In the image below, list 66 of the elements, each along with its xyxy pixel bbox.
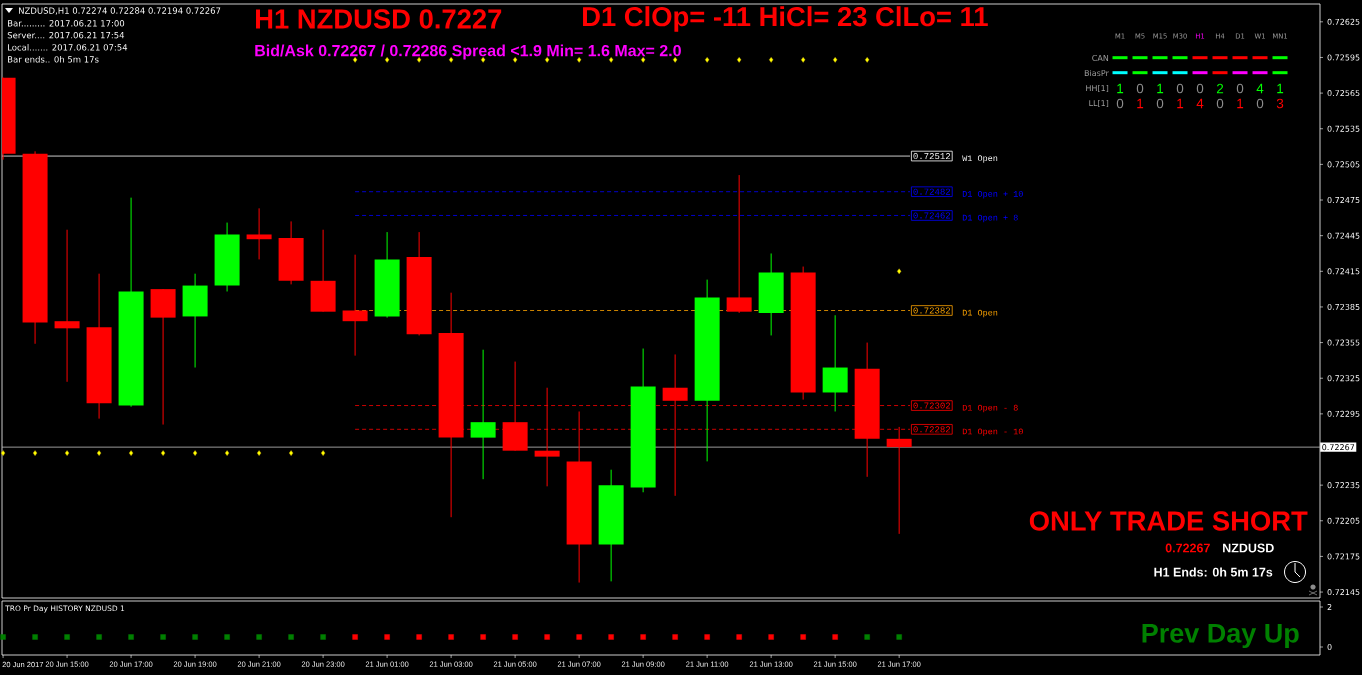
ref-line-label: D1 Open + 10 xyxy=(962,190,1023,199)
annotation: Prev Day Up xyxy=(1142,623,1299,649)
y-tick-label: 0.72535 xyxy=(1327,125,1360,132)
annotation: 0 xyxy=(1236,83,1244,94)
annotation: NZDUSD xyxy=(1223,543,1274,553)
annotation: 0.72462 xyxy=(913,212,951,219)
annotation: NZDUSD,H1 0.72274 0.72284 0.72194 0.72267 xyxy=(19,7,221,15)
annotation: 0 xyxy=(1136,83,1144,94)
text: Bid/Ask 0.72267 / 0.72286 Spread <1.9 Min= 1.6 Max= 2.0 xyxy=(255,44,681,60)
y-tick-label: 0.72415 xyxy=(1327,268,1360,275)
annotation: 0 xyxy=(1176,83,1184,94)
y-tick-label: 0.72445 xyxy=(1327,232,1360,239)
ref-line-label: 0.72267 xyxy=(1322,444,1355,451)
y-tick-label: 0.72595 xyxy=(1327,54,1360,61)
chart-title: H1 NZDUSD 0.7227 xyxy=(256,9,502,29)
y-tick-label: 0 xyxy=(1327,643,1332,651)
annotation: 0.72382 xyxy=(913,307,951,314)
annotation: 0.72267 xyxy=(1165,543,1210,553)
y-tick-label: 0.72505 xyxy=(1327,161,1360,168)
annotation: 4 xyxy=(1256,83,1264,94)
annotation: Server.... 2017.06.21 17:54 xyxy=(7,31,125,39)
annotation: 0 xyxy=(1256,98,1264,109)
ref-line-label: D1 Open - 8 xyxy=(962,404,1018,413)
y-tick-label: 0.72385 xyxy=(1327,303,1360,310)
annotation: CAN xyxy=(1092,54,1109,62)
annotation: Bar ends.. 0h 5m 17s xyxy=(8,56,99,63)
y-tick-label: 0.72625 xyxy=(1327,18,1360,25)
annotation: 1 xyxy=(1137,98,1144,109)
ref-line-label: D1 Open + 8 xyxy=(962,214,1018,223)
ref-line-label: D1 Open xyxy=(962,309,998,318)
y-tick-label: 0.72355 xyxy=(1327,339,1360,346)
annotation: 0 xyxy=(1156,98,1164,109)
y-tick-label: 0.72475 xyxy=(1327,196,1360,204)
annotation: D1 ClOp= -11 HiCl= 23 ClLo= 11 xyxy=(583,6,988,32)
y-tick-label: 0.72145 xyxy=(1327,589,1360,596)
y-tick-label: 0.72175 xyxy=(1327,553,1360,560)
y-tick-label: 0.72565 xyxy=(1327,90,1360,97)
annotation: 0.72282 xyxy=(913,426,951,433)
annotation: Bar......... 2017.06.21 17:00 xyxy=(8,20,125,27)
annotation: ONLY TRADE SHORT xyxy=(1029,511,1308,531)
annotation: 0.72482 xyxy=(913,188,951,195)
annotation: 1 xyxy=(1157,83,1164,94)
y-tick-label: 0.72295 xyxy=(1327,410,1360,417)
annotation: 0.72302 xyxy=(913,402,951,409)
annotation: LL[1] xyxy=(1089,99,1109,108)
annotation: 3 xyxy=(1276,98,1284,109)
ref-line-label: W1 Open xyxy=(962,155,998,163)
annotation: 1 xyxy=(1277,83,1284,94)
annotation: 0.72512 xyxy=(913,153,951,160)
y-tick-label: 2 xyxy=(1327,604,1332,610)
annotation: Local....... 2017.06.21 07:54 xyxy=(8,44,128,51)
annotation: 2 xyxy=(1216,83,1224,94)
annotation: HH[1] xyxy=(1086,84,1109,93)
annotation: BiasPr xyxy=(1084,69,1109,77)
annotation: 1 xyxy=(1237,98,1244,109)
annotation: 0 xyxy=(1116,98,1124,109)
ref-line-label: D1 Open - 10 xyxy=(962,428,1023,437)
y-tick-label: 0.72235 xyxy=(1327,482,1360,489)
annotation: 0 xyxy=(1216,98,1224,109)
annotation: 4 xyxy=(1196,98,1204,109)
annotation: 1 xyxy=(1117,83,1124,94)
annotation: 0 xyxy=(1196,83,1204,94)
y-tick-label: 0.72205 xyxy=(1327,517,1360,524)
annotation: 1 xyxy=(1177,98,1184,109)
annotation: H1 Ends: 0h 5m 17s xyxy=(1154,567,1273,577)
y-tick-label: 0.72325 xyxy=(1327,375,1360,382)
